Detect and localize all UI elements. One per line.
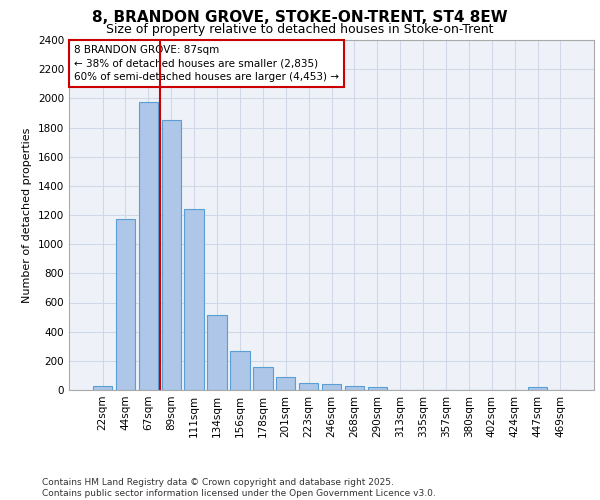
Bar [322, 384, 341, 390]
Bar [161, 120, 181, 390]
Y-axis label: Number of detached properties: Number of detached properties [22, 128, 32, 302]
Bar [368, 387, 387, 390]
Bar [528, 387, 547, 390]
Bar [184, 209, 204, 390]
Bar [253, 368, 272, 390]
Bar [208, 315, 227, 390]
Text: Size of property relative to detached houses in Stoke-on-Trent: Size of property relative to detached ho… [106, 22, 494, 36]
Bar [276, 377, 295, 390]
Text: 8 BRANDON GROVE: 87sqm
← 38% of detached houses are smaller (2,835)
60% of semi-: 8 BRANDON GROVE: 87sqm ← 38% of detached… [74, 46, 339, 82]
Bar [299, 383, 319, 390]
Bar [93, 386, 112, 390]
Text: 8, BRANDON GROVE, STOKE-ON-TRENT, ST4 8EW: 8, BRANDON GROVE, STOKE-ON-TRENT, ST4 8E… [92, 10, 508, 25]
Bar [230, 350, 250, 390]
Bar [344, 386, 364, 390]
Bar [139, 102, 158, 390]
Text: Contains HM Land Registry data © Crown copyright and database right 2025.
Contai: Contains HM Land Registry data © Crown c… [42, 478, 436, 498]
Bar [116, 218, 135, 390]
